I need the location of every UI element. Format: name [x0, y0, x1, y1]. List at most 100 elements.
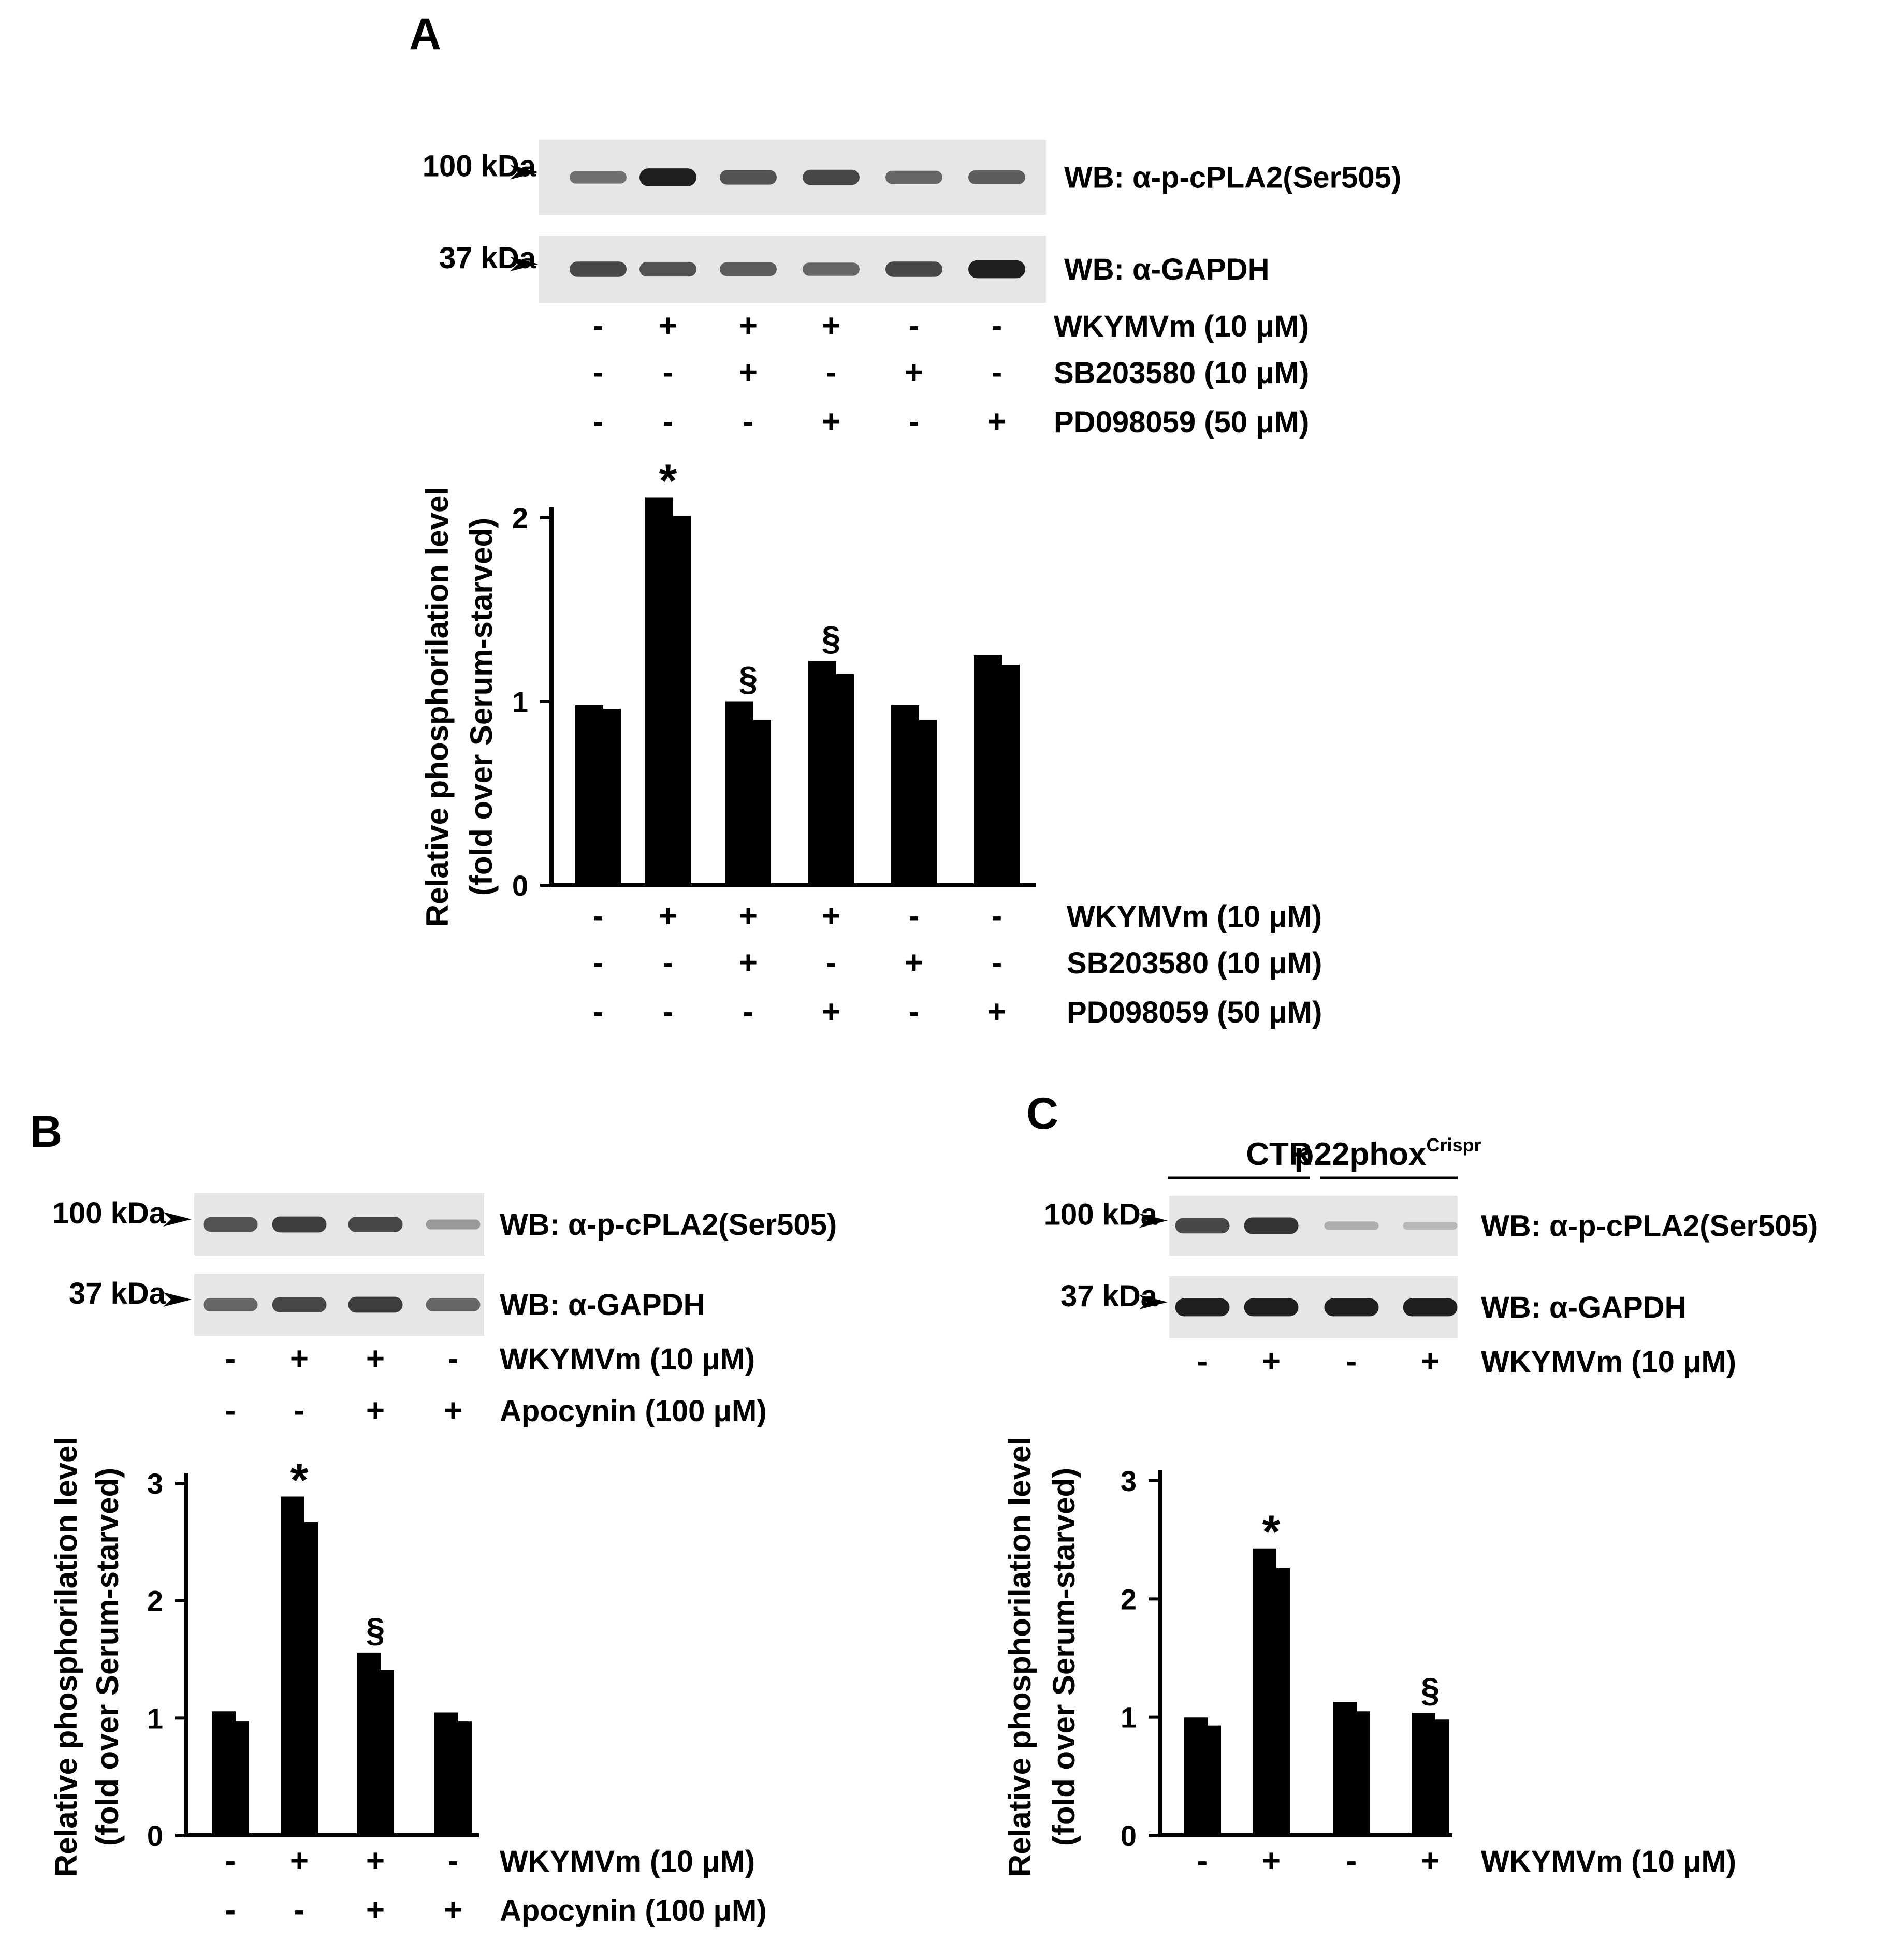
- x-treatment-sign: +: [659, 898, 677, 934]
- bar: [645, 516, 691, 885]
- significance-section-mark: §: [1421, 1671, 1440, 1709]
- marker-arrow-icon: [1139, 1295, 1168, 1309]
- treatment-sign: -: [992, 355, 1002, 390]
- x-treatment-sign: +: [822, 994, 840, 1030]
- x-treatment-sign: +: [739, 945, 758, 981]
- x-treatment-label: PD098059 (50 μM): [1067, 996, 1322, 1029]
- y-axis-label: (fold over Serum-starved): [90, 1468, 125, 1846]
- blot-label: WB: α-GAPDH: [500, 1288, 705, 1322]
- error-bar: [891, 707, 919, 721]
- blot-label: WB: α-GAPDH: [1064, 253, 1269, 286]
- blot-band: [272, 1297, 327, 1312]
- blot-band: [1324, 1298, 1379, 1317]
- error-bar: [808, 663, 836, 675]
- treatment-sign: -: [1197, 1344, 1208, 1379]
- significance-star: *: [1262, 1507, 1280, 1558]
- blot-band: [968, 260, 1025, 279]
- blot-band: [426, 1298, 481, 1311]
- treatment-sign: -: [294, 1393, 305, 1428]
- treatment-sign: +: [366, 1341, 385, 1377]
- x-treatment-sign: -: [593, 898, 604, 934]
- treatment-sign: +: [739, 308, 758, 344]
- blot-band: [720, 170, 777, 185]
- x-treatment-sign: -: [826, 945, 837, 981]
- blot-band: [348, 1217, 403, 1232]
- y-axis-label: (fold over Serum-starved): [464, 518, 499, 896]
- y-tick-label: 3: [147, 1467, 163, 1500]
- group-label-text: p22phox: [1295, 1136, 1427, 1172]
- bar: [891, 720, 937, 885]
- treatment-label: WKYMVm (10 μM): [1054, 310, 1309, 343]
- treatment-sign: +: [659, 308, 677, 344]
- marker-arrow-icon: [510, 257, 539, 271]
- bar: [725, 720, 771, 885]
- blot-band: [803, 169, 860, 185]
- treatment-sign: -: [663, 355, 674, 390]
- treatment-sign: -: [448, 1341, 459, 1377]
- blot-band: [720, 262, 777, 276]
- treatment-sign: -: [826, 355, 837, 390]
- treatment-sign: -: [593, 355, 604, 390]
- group-label-text: CTR: [1246, 1136, 1312, 1172]
- x-treatment-sign: +: [987, 994, 1006, 1030]
- blot-band: [570, 261, 627, 277]
- treatment-sign: +: [1421, 1344, 1440, 1379]
- error-bar: [281, 1498, 304, 1523]
- blot-band: [1403, 1221, 1458, 1230]
- x-treatment-sign: +: [444, 1892, 462, 1928]
- x-treatment-sign: -: [992, 898, 1002, 934]
- x-treatment-sign: -: [1346, 1843, 1357, 1879]
- bar: [808, 674, 854, 885]
- treatment-label: WKYMVm (10 μM): [500, 1342, 755, 1376]
- x-treatment-sign: -: [992, 945, 1002, 981]
- treatment-sign: -: [909, 404, 920, 440]
- treatment-sign: -: [743, 404, 754, 440]
- x-treatment-sign: -: [743, 994, 754, 1030]
- blot-label: WB: α-p-cPLA2(Ser505): [1064, 161, 1401, 195]
- error-bar: [974, 657, 1002, 666]
- bar: [1333, 1711, 1370, 1835]
- treatment-sign: -: [593, 308, 604, 344]
- treatment-sign: +: [739, 355, 758, 390]
- x-treatment-sign: -: [593, 945, 604, 981]
- kda-marker: 37 kDa: [69, 1277, 166, 1310]
- bar: [281, 1522, 318, 1835]
- group-label: CTR: [1246, 1136, 1312, 1172]
- error-bar: [1412, 1715, 1435, 1721]
- x-treatment-sign: +: [290, 1843, 309, 1879]
- blot-band: [1175, 1218, 1230, 1234]
- x-treatment-label: WKYMVm (10 μM): [1067, 900, 1322, 933]
- significance-section-mark: §: [739, 660, 758, 698]
- treatment-sign: +: [905, 355, 923, 390]
- x-treatment-label: WKYMVm (10 μM): [500, 1845, 755, 1878]
- x-treatment-sign: -: [448, 1843, 459, 1879]
- treatment-sign: +: [1262, 1344, 1281, 1379]
- y-tick-label: 0: [147, 1819, 163, 1852]
- bar: [434, 1721, 472, 1835]
- blot-band: [1244, 1298, 1299, 1317]
- treatment-label: SB203580 (10 μM): [1054, 356, 1309, 390]
- x-treatment-sign: -: [593, 994, 604, 1030]
- kda-marker: 37 kDa: [439, 241, 536, 275]
- group-label-superscript: Crispr: [1426, 1134, 1481, 1156]
- y-tick-label: 3: [1121, 1465, 1137, 1497]
- x-treatment-sign: +: [366, 1892, 385, 1928]
- x-treatment-sign: -: [225, 1843, 236, 1879]
- x-treatment-label: SB203580 (10 μM): [1067, 946, 1322, 980]
- y-tick-label: 1: [147, 1702, 163, 1734]
- blot-band: [639, 261, 696, 277]
- bar: [1253, 1568, 1290, 1835]
- treatment-sign: +: [822, 404, 840, 440]
- y-tick-label: 2: [512, 502, 528, 534]
- x-treatment-sign: +: [1262, 1843, 1281, 1879]
- x-treatment-label: WKYMVm (10 μM): [1481, 1845, 1736, 1878]
- y-tick-label: 0: [1121, 1819, 1137, 1852]
- x-treatment-sign: -: [1197, 1843, 1208, 1879]
- error-bar: [357, 1654, 381, 1671]
- y-tick-label: 1: [1121, 1701, 1137, 1734]
- treatment-sign: +: [822, 308, 840, 344]
- bar: [212, 1721, 249, 1835]
- y-tick-label: 0: [512, 869, 528, 902]
- blot-band: [426, 1219, 481, 1230]
